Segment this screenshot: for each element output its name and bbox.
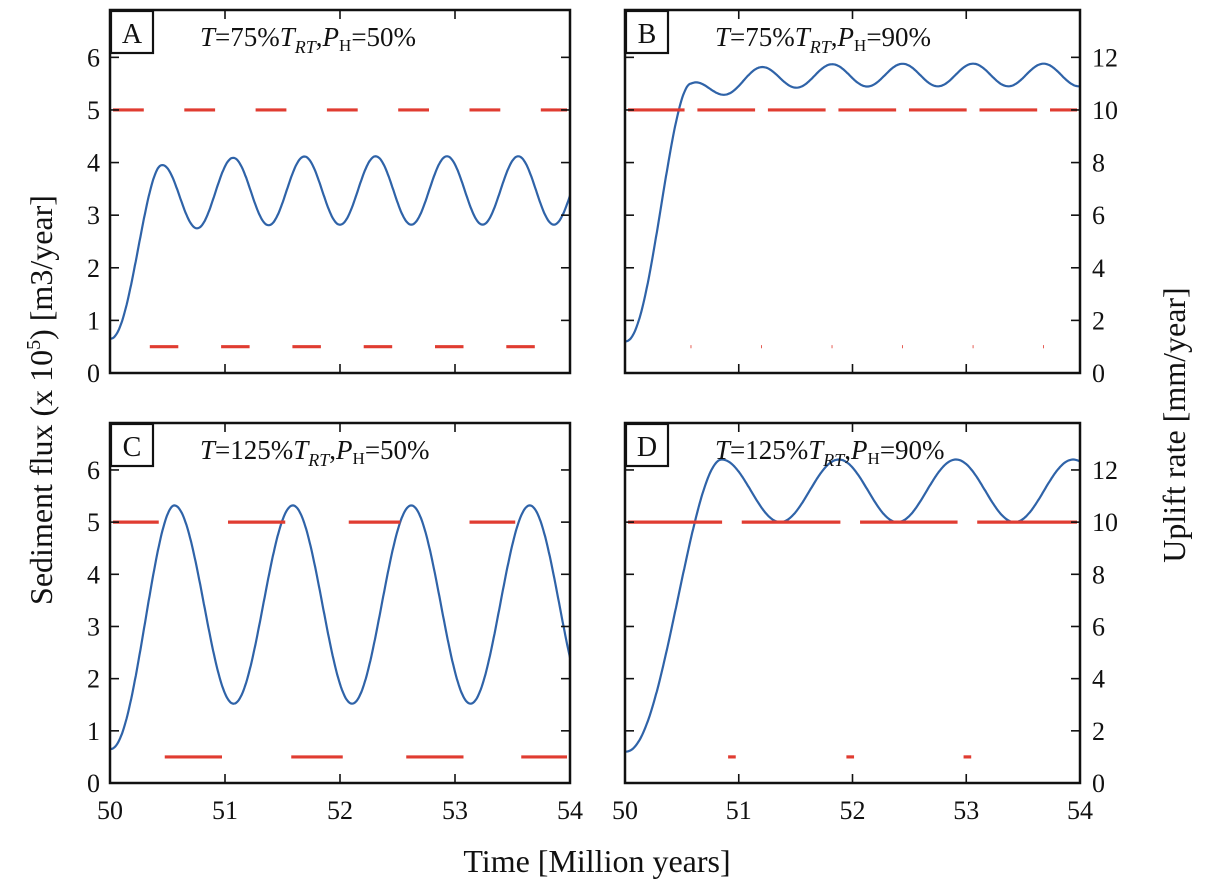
y-tick-label: 4 [87, 560, 100, 589]
y2-tick-label: 0 [1092, 769, 1105, 798]
panel-letter: D [637, 432, 657, 463]
y-tick-label: 1 [87, 717, 100, 746]
y2-tick-label: 4 [1092, 665, 1105, 694]
sediment-flux-line [625, 458, 1081, 753]
y2-tick-label: 10 [1092, 508, 1118, 537]
x-tick-label: 51 [726, 796, 752, 825]
y2-tick-label: 0 [1092, 359, 1105, 388]
y-tick-label: 0 [87, 359, 100, 388]
y-tick-label: 5 [87, 96, 100, 125]
y2-tick-label: 12 [1092, 43, 1118, 72]
y-tick-label: 2 [87, 254, 100, 283]
sediment-flux-line [109, 504, 572, 751]
y2-tick-label: 8 [1092, 560, 1105, 589]
panel-letter-box [624, 422, 670, 468]
y2-tick-label: 6 [1092, 201, 1105, 230]
panel-letter: B [638, 19, 657, 50]
y-axis-title-left: Sediment flux (x 105) [m3/year] [23, 195, 59, 605]
x-tick-label: 54 [1067, 796, 1093, 825]
y-tick-label: 3 [87, 201, 100, 230]
y2-tick-label: 6 [1092, 612, 1105, 641]
x-tick-label: 53 [953, 796, 979, 825]
panel-title: T=125%TRT,PH=50% [200, 435, 430, 470]
panel-letter: A [122, 19, 143, 50]
y-axis-title-right: Uplift rate [mm/year] [1156, 287, 1192, 562]
plot-frame [623, 421, 1082, 785]
y2-tick-label: 12 [1092, 456, 1118, 485]
y-tick-label: 5 [87, 508, 100, 537]
panel-d: 50 51 52 53 540 2 4 6 8 10 12 D T=125%TRT,PH=90% [612, 421, 1118, 825]
panel-b: 0 2 4 6 8 10 12 B T=75%TRT,PH=90% [623, 8, 1118, 388]
x-tick-label: 54 [557, 796, 583, 825]
y-tick-label: 3 [87, 612, 100, 641]
panel-letter: C [123, 432, 142, 463]
x-tick-label: 52 [327, 796, 353, 825]
panel-a: 0 1 2 3 4 5 6A T=75%TRT,PH=50% [87, 8, 572, 388]
x-tick-label: 50 [612, 796, 638, 825]
sediment-flux-line [625, 62, 1081, 343]
y2-tick-label: 4 [1092, 254, 1105, 283]
x-tick-label: 53 [442, 796, 468, 825]
x-axis-title: Time [Million years] [463, 843, 730, 879]
panel-c: 50 51 52 53 54 0 1 2 3 4 5 6C T=125%TRT,PH=50% [87, 421, 583, 825]
panel-letter-box [109, 422, 155, 468]
y-tick-label: 6 [87, 43, 100, 72]
y2-tick-label: 2 [1092, 717, 1105, 746]
panel-title: T=75%TRT,PH=50% [200, 22, 416, 57]
x-tick-label: 52 [840, 796, 866, 825]
sediment-flux-line [109, 155, 572, 340]
y-tick-label: 2 [87, 665, 100, 694]
x-tick-label: 50 [97, 796, 123, 825]
y-tick-label: 1 [87, 306, 100, 335]
axis-titles: Time [Million years] Sediment flux (x 105… [23, 195, 1192, 879]
panel-letter-box [624, 9, 670, 55]
y-tick-label: 4 [87, 149, 100, 178]
y-tick-label: 6 [87, 456, 100, 485]
panel-title: T=125%TRT,PH=90% [715, 435, 945, 470]
y2-tick-label: 2 [1092, 306, 1105, 335]
panel-letter-box [109, 9, 155, 55]
y2-tick-label: 8 [1092, 149, 1105, 178]
x-tick-label: 51 [212, 796, 238, 825]
panel-title: T=75%TRT,PH=90% [715, 22, 931, 57]
plot-frame [623, 8, 1082, 375]
y2-tick-label: 10 [1092, 96, 1118, 125]
y-tick-label: 0 [87, 769, 100, 798]
